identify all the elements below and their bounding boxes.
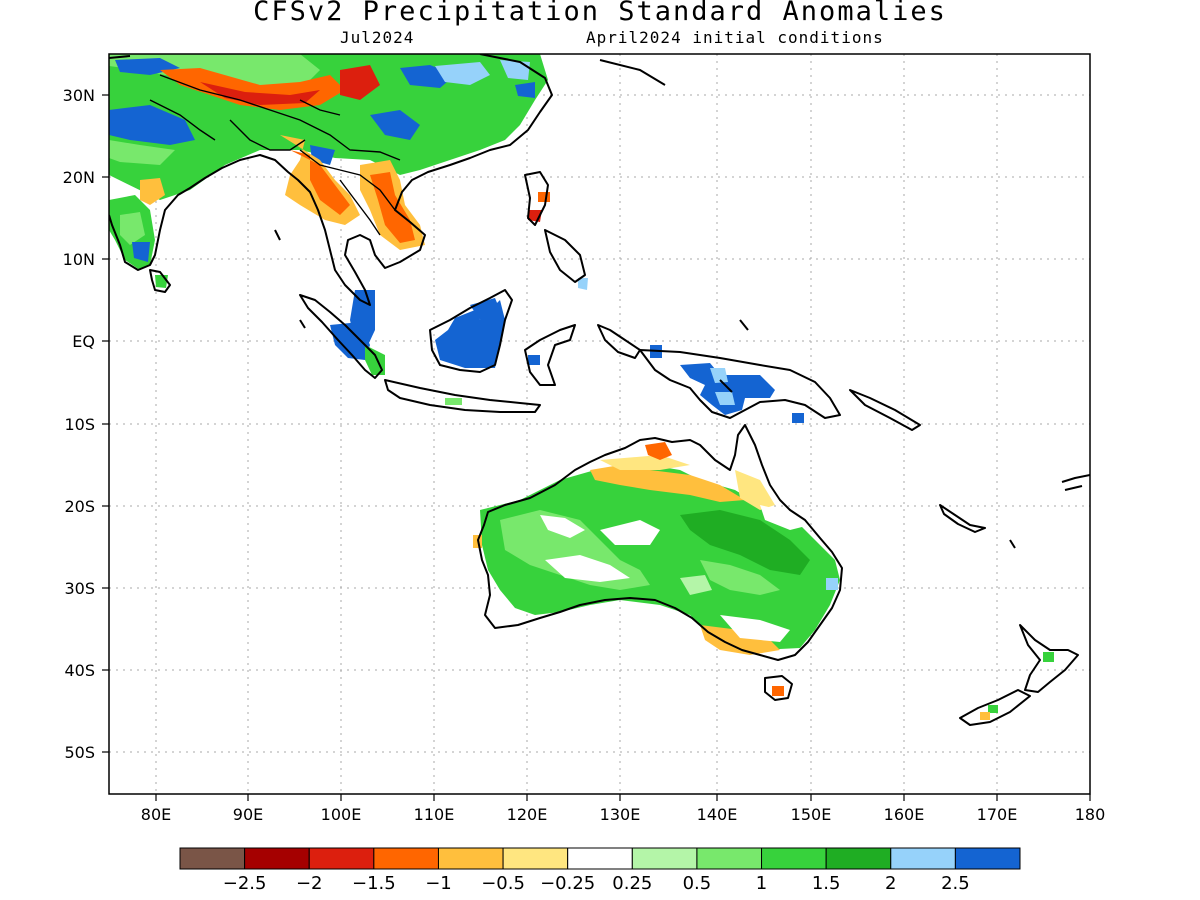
axis-ticks bbox=[102, 94, 1091, 801]
forecast-month-label: Jul2024 bbox=[340, 28, 415, 47]
map-title: CFSv2 Precipitation Standard Anomalies bbox=[253, 0, 947, 27]
australia-anomaly-field bbox=[473, 442, 840, 696]
lon-label: 160E bbox=[884, 805, 925, 824]
colorbar-swatch bbox=[696, 847, 763, 870]
lat-label: 20S bbox=[64, 497, 95, 516]
coastlines bbox=[109, 54, 1090, 726]
colorbar-label: 0.5 bbox=[683, 873, 712, 894]
lon-label: 150E bbox=[791, 805, 832, 824]
colorbar-swatch bbox=[890, 847, 956, 870]
colorbar-swatch bbox=[179, 847, 246, 870]
initial-conditions-label: April2024 initial conditions bbox=[586, 28, 884, 47]
colorbar-label: −2.5 bbox=[223, 873, 267, 894]
colorbar-swatch bbox=[825, 847, 892, 870]
lon-label: 90E bbox=[233, 805, 263, 824]
colorbar-label: 0.25 bbox=[612, 873, 652, 894]
colorbar: −2.5 −2 −1.5 −1 −0.5 −0.25 0.25 0.5 1 1.5 2 2.5 bbox=[179, 847, 1021, 894]
colorbar-swatch bbox=[761, 847, 827, 870]
lon-label: 180 bbox=[1075, 805, 1106, 824]
colorbar-label: −1.5 bbox=[352, 873, 396, 894]
colorbar-swatch bbox=[954, 847, 1021, 870]
lat-label: 20N bbox=[63, 168, 95, 187]
lat-label: 40S bbox=[64, 661, 95, 680]
colorbar-swatch bbox=[437, 847, 504, 870]
colorbar-swatch bbox=[567, 847, 633, 870]
longitude-labels: 80E 90E 100E 110E 120E 130E 140E 150E 16… bbox=[141, 805, 1106, 824]
lon-label: 170E bbox=[977, 805, 1018, 824]
colorbar-swatch bbox=[631, 847, 698, 870]
lat-label: 50S bbox=[64, 743, 95, 762]
lon-label: 80E bbox=[141, 805, 171, 824]
colorbar-label: −1 bbox=[425, 873, 452, 894]
colorbar-label: −0.5 bbox=[481, 873, 525, 894]
colorbar-label: 2.5 bbox=[941, 873, 970, 894]
colorbar-label: 1.5 bbox=[812, 873, 841, 894]
colorbar-label: 2 bbox=[885, 873, 896, 894]
lat-label: EQ bbox=[72, 332, 95, 351]
colorbar-swatch bbox=[502, 847, 569, 870]
colorbar-swatch bbox=[244, 847, 310, 870]
colorbar-label: −0.25 bbox=[540, 873, 595, 894]
lat-label: 10S bbox=[64, 415, 95, 434]
new-zealand-anomaly-field bbox=[980, 652, 1054, 720]
colorbar-swatch bbox=[308, 847, 375, 870]
maritime-anomaly-field bbox=[330, 290, 804, 423]
lon-label: 140E bbox=[697, 805, 738, 824]
colorbar-label: 1 bbox=[756, 873, 767, 894]
country-borders bbox=[149, 74, 401, 236]
colorbar-label: −2 bbox=[296, 873, 323, 894]
lon-label: 110E bbox=[414, 805, 455, 824]
lon-label: 120E bbox=[507, 805, 548, 824]
lat-label: 30N bbox=[63, 86, 95, 105]
lat-label: 10N bbox=[63, 250, 95, 269]
lon-label: 100E bbox=[321, 805, 362, 824]
latitude-labels: 30N 20N 10N EQ 10S 20S 30S 40S 50S bbox=[63, 86, 95, 762]
lon-label: 130E bbox=[600, 805, 641, 824]
lat-label: 30S bbox=[64, 579, 95, 598]
colorbar-swatch bbox=[373, 847, 439, 870]
